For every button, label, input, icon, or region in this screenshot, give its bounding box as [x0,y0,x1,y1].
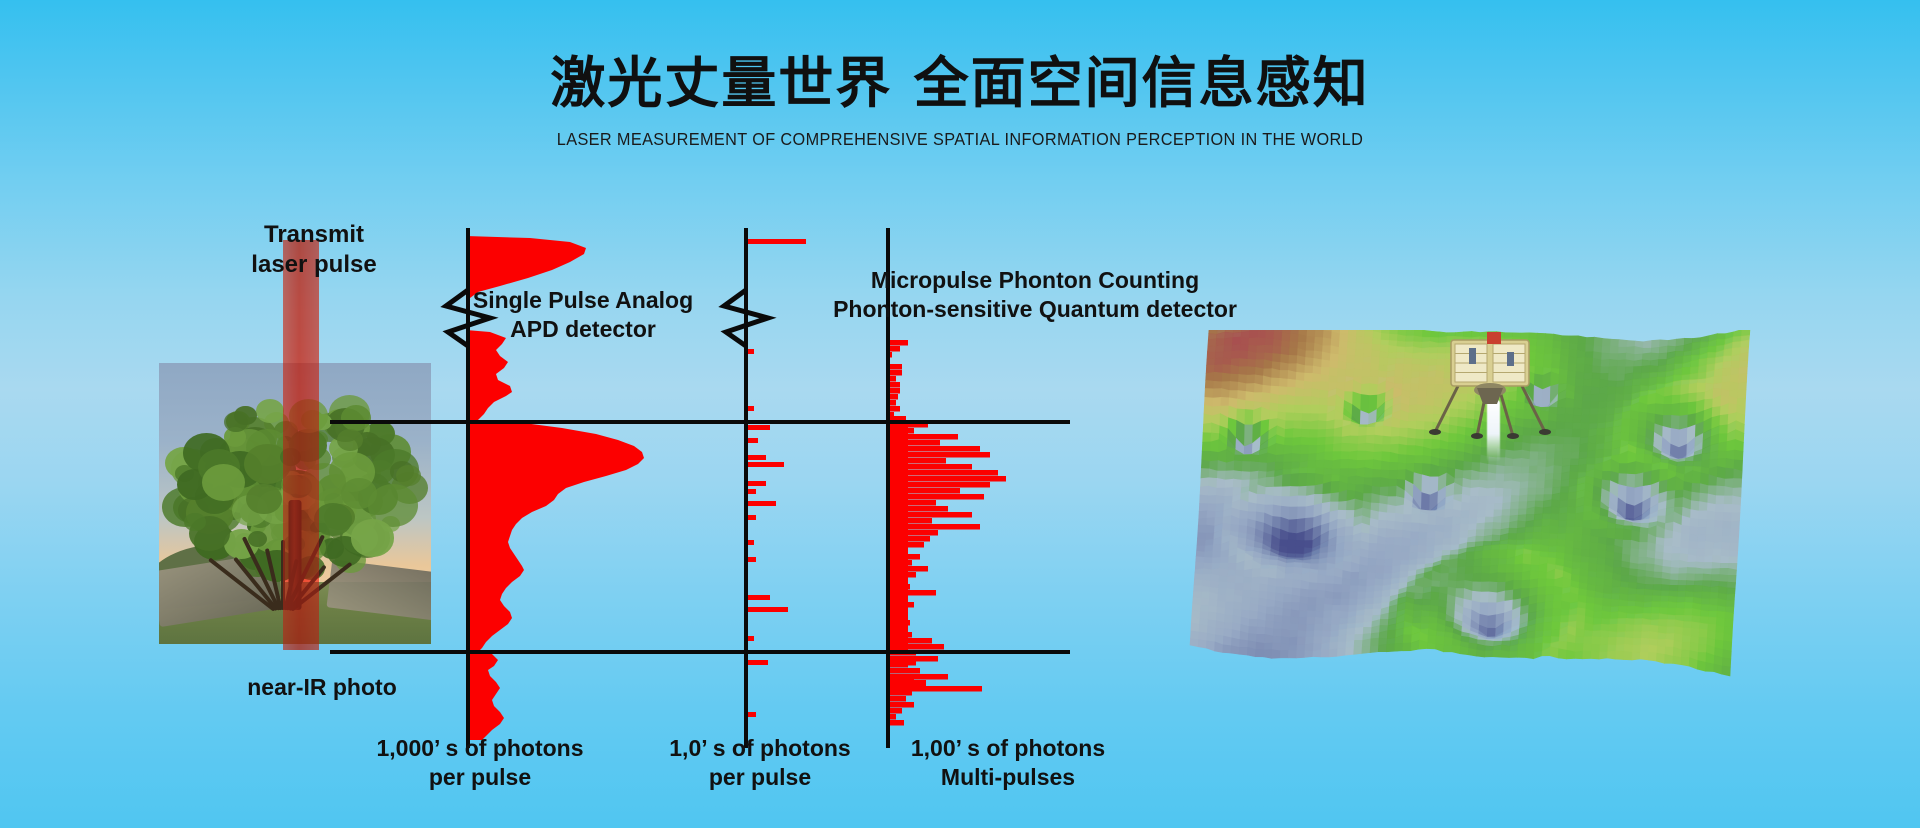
waveform-panel-photon-counting [744,239,806,717]
caption-panel-3-line2: Multi-pulses [940,763,1076,790]
axis-break-panel-1 [440,288,499,348]
waveform-panel-single-pulse-analog [466,236,644,740]
transmit-laser-beam-glow [283,240,319,650]
transmit-laser-beam [283,240,319,650]
axis-panel-1 [466,228,470,748]
label-near-ir-photo: near-IR photo [247,674,397,700]
label-micro-line1: Micropulse Phonton Counting [870,267,1200,293]
lander-laser-beam [1487,400,1500,462]
label-micropulse-detector: Micropulse Phonton Counting Phonton-sens… [800,266,1270,324]
caption-panel-3: 1,00’ s of photons Multi-pulses [858,734,1158,792]
axis-panel-2 [744,228,748,748]
canopy-top-reference-line [330,420,1070,424]
page-subtitle: LASER MEASUREMENT OF COMPREHENSIVE SPATI… [556,129,1364,150]
caption-panel-1-line2: per pulse [428,763,532,790]
label-apd-detector: Single Pulse Analog APD detector [438,286,728,344]
page-header: 激光丈量世界 全面空间信息感知 LASER MEASUREMENT OF COM… [0,0,1920,150]
label-transmit-line1: Transmit [263,221,365,248]
label-transmit-laser-pulse: Transmit laser pulse [224,220,404,280]
label-transmit-line2: laser pulse [251,251,377,279]
label-apd-line2: APD detector [510,315,656,342]
caption-panel-2: 1,0’ s of photons per pulse [620,734,900,792]
waveform-panel-micropulse-histogram [886,340,1006,726]
label-micro-line2: Phonton-sensitive Quantum detector [833,295,1237,322]
axis-panel-3 [886,228,890,748]
axis-break-panel-2 [718,288,777,348]
caption-panel-3-line1: 1,00’ s of photons [910,735,1106,761]
caption-panel-2-line2: per pulse [708,763,812,790]
lunar-lander [1429,332,1551,439]
label-apd-line1: Single Pulse Analog [472,287,694,313]
caption-panel-1-line1: 1,000’ s of photons [376,735,584,761]
caption-panel-1: 1,000’ s of photons per pulse [330,734,630,792]
page-title: 激光丈量世界 全面空间信息感知 [550,51,1370,115]
caption-panel-2-line1: 1,0’ s of photons [669,735,851,761]
ground-reference-line [330,650,1070,654]
